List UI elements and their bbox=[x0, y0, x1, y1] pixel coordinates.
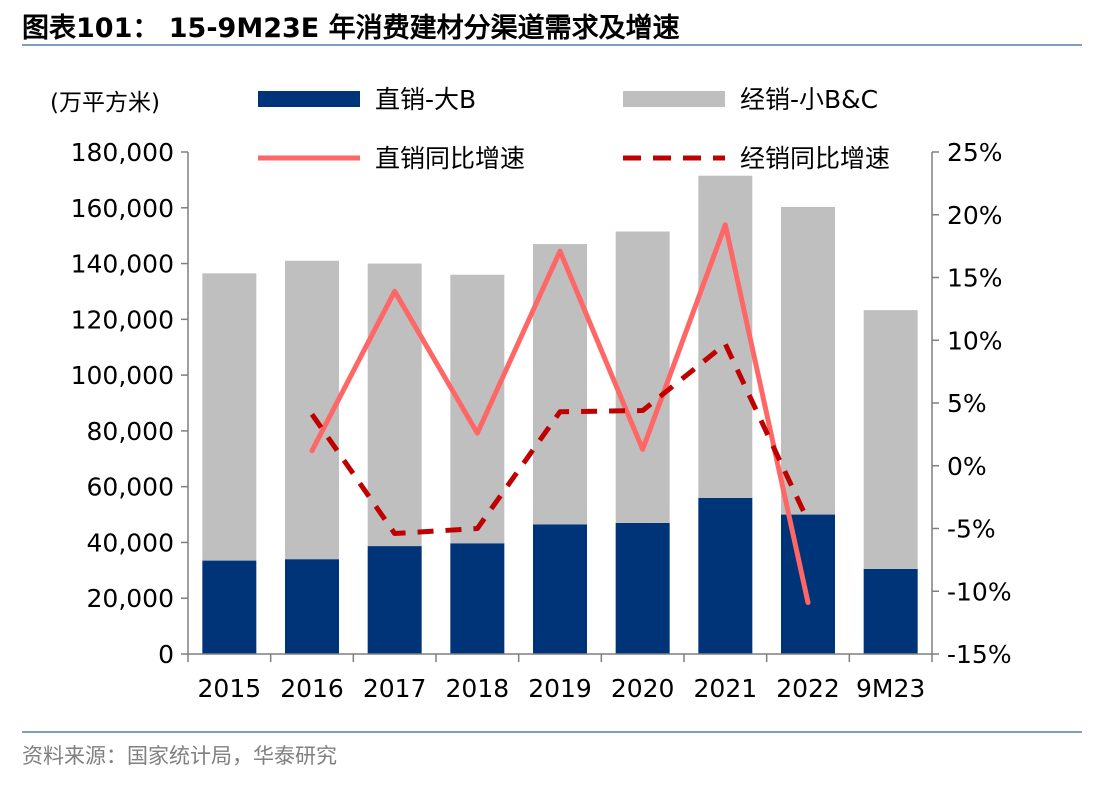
bar-distribution-9m23 bbox=[863, 310, 918, 569]
bar-direct-9m23 bbox=[863, 568, 918, 654]
bar-distribution-2019 bbox=[533, 244, 587, 525]
left-tick-label: 40,000 bbox=[87, 528, 174, 557]
bar-direct-2020 bbox=[615, 522, 670, 654]
line-group bbox=[309, 222, 811, 606]
chart-legend: 直销-大B 经销-小B&C 直销同比增速 经销同比增速 bbox=[258, 85, 890, 173]
legend-distribution-yoy-line-label: 经销同比增速 bbox=[740, 144, 890, 173]
right-tick-label: 20% bbox=[947, 201, 1003, 230]
line-distribution-yoy bbox=[309, 341, 811, 537]
bar-direct-2019 bbox=[533, 524, 587, 654]
right-tick-label: -10% bbox=[947, 577, 1012, 606]
x-tick-label: 2015 bbox=[198, 674, 262, 703]
footer-divider bbox=[22, 731, 1082, 733]
line-direct-yoy bbox=[309, 222, 811, 606]
bar-direct-2015 bbox=[202, 560, 257, 654]
right-tick-label: -5% bbox=[947, 515, 996, 544]
right-tick-label: 25% bbox=[947, 138, 1003, 167]
left-tick-label: 100,000 bbox=[71, 361, 174, 390]
legend-direct-bar-swatch bbox=[258, 91, 360, 107]
left-tick-label: 60,000 bbox=[87, 473, 174, 502]
bar-distribution-2015 bbox=[202, 273, 257, 561]
legend-distribution-bar-swatch bbox=[623, 91, 725, 107]
x-tick-label: 2020 bbox=[611, 674, 675, 703]
x-tick-label: 2018 bbox=[446, 674, 510, 703]
left-tick-label: 80,000 bbox=[87, 417, 174, 446]
bar-distribution-2020 bbox=[615, 231, 670, 523]
left-tick-label: 160,000 bbox=[71, 194, 174, 223]
right-tick-label: -15% bbox=[947, 640, 1012, 669]
bar-direct-2021 bbox=[698, 497, 753, 654]
x-tick-label: 2019 bbox=[528, 674, 592, 703]
bar-direct-2016 bbox=[285, 559, 339, 654]
x-tick-label: 2021 bbox=[694, 674, 758, 703]
stacked-bar-line-chart: (万平方米) 直销-大B 经销-小B&C 直销同比增速 经销同比增速 0 20,000 4… bbox=[50, 85, 1012, 703]
bar-distribution-2022 bbox=[781, 206, 835, 515]
title-divider bbox=[22, 44, 1082, 46]
bar-direct-2018 bbox=[450, 543, 505, 654]
x-tick-label: 2022 bbox=[776, 674, 840, 703]
bar-direct-2017 bbox=[367, 546, 422, 654]
left-tick-label: 140,000 bbox=[71, 250, 174, 279]
axes-group: 0 20,000 40,000 60,000 80,000 100,000 120,000 1… bbox=[71, 138, 1012, 703]
figure-title: 图表101： 15-9M23E 年消费建材分渠道需求及增速 bbox=[22, 13, 680, 44]
right-tick-label: 0% bbox=[947, 452, 987, 481]
x-tick-label: 2016 bbox=[280, 674, 344, 703]
left-tick-label: 20,000 bbox=[87, 584, 174, 613]
left-tick-label: 0 bbox=[158, 640, 174, 669]
legend-direct-yoy-line-label: 直销同比增速 bbox=[375, 144, 525, 173]
bar-distribution-2018 bbox=[450, 274, 505, 544]
source-note: 资料来源：国家统计局，华泰研究 bbox=[22, 744, 337, 768]
bar-distribution-2016 bbox=[285, 260, 339, 560]
right-tick-label: 5% bbox=[947, 389, 987, 418]
right-tick-label: 15% bbox=[947, 264, 1003, 293]
bar-direct-2022 bbox=[781, 514, 835, 654]
x-tick-label: 9M23 bbox=[856, 674, 925, 703]
legend-distribution-bar-label: 经销-小B&C bbox=[740, 85, 878, 114]
left-tick-label: 120,000 bbox=[71, 305, 174, 334]
x-tick-label: 2017 bbox=[363, 674, 427, 703]
bar-distribution-2017 bbox=[367, 263, 422, 547]
left-tick-label: 180,000 bbox=[71, 138, 174, 167]
right-tick-label: 10% bbox=[947, 326, 1003, 355]
legend-direct-bar-label: 直销-大B bbox=[375, 85, 476, 114]
left-axis-unit-label: (万平方米) bbox=[50, 90, 160, 116]
